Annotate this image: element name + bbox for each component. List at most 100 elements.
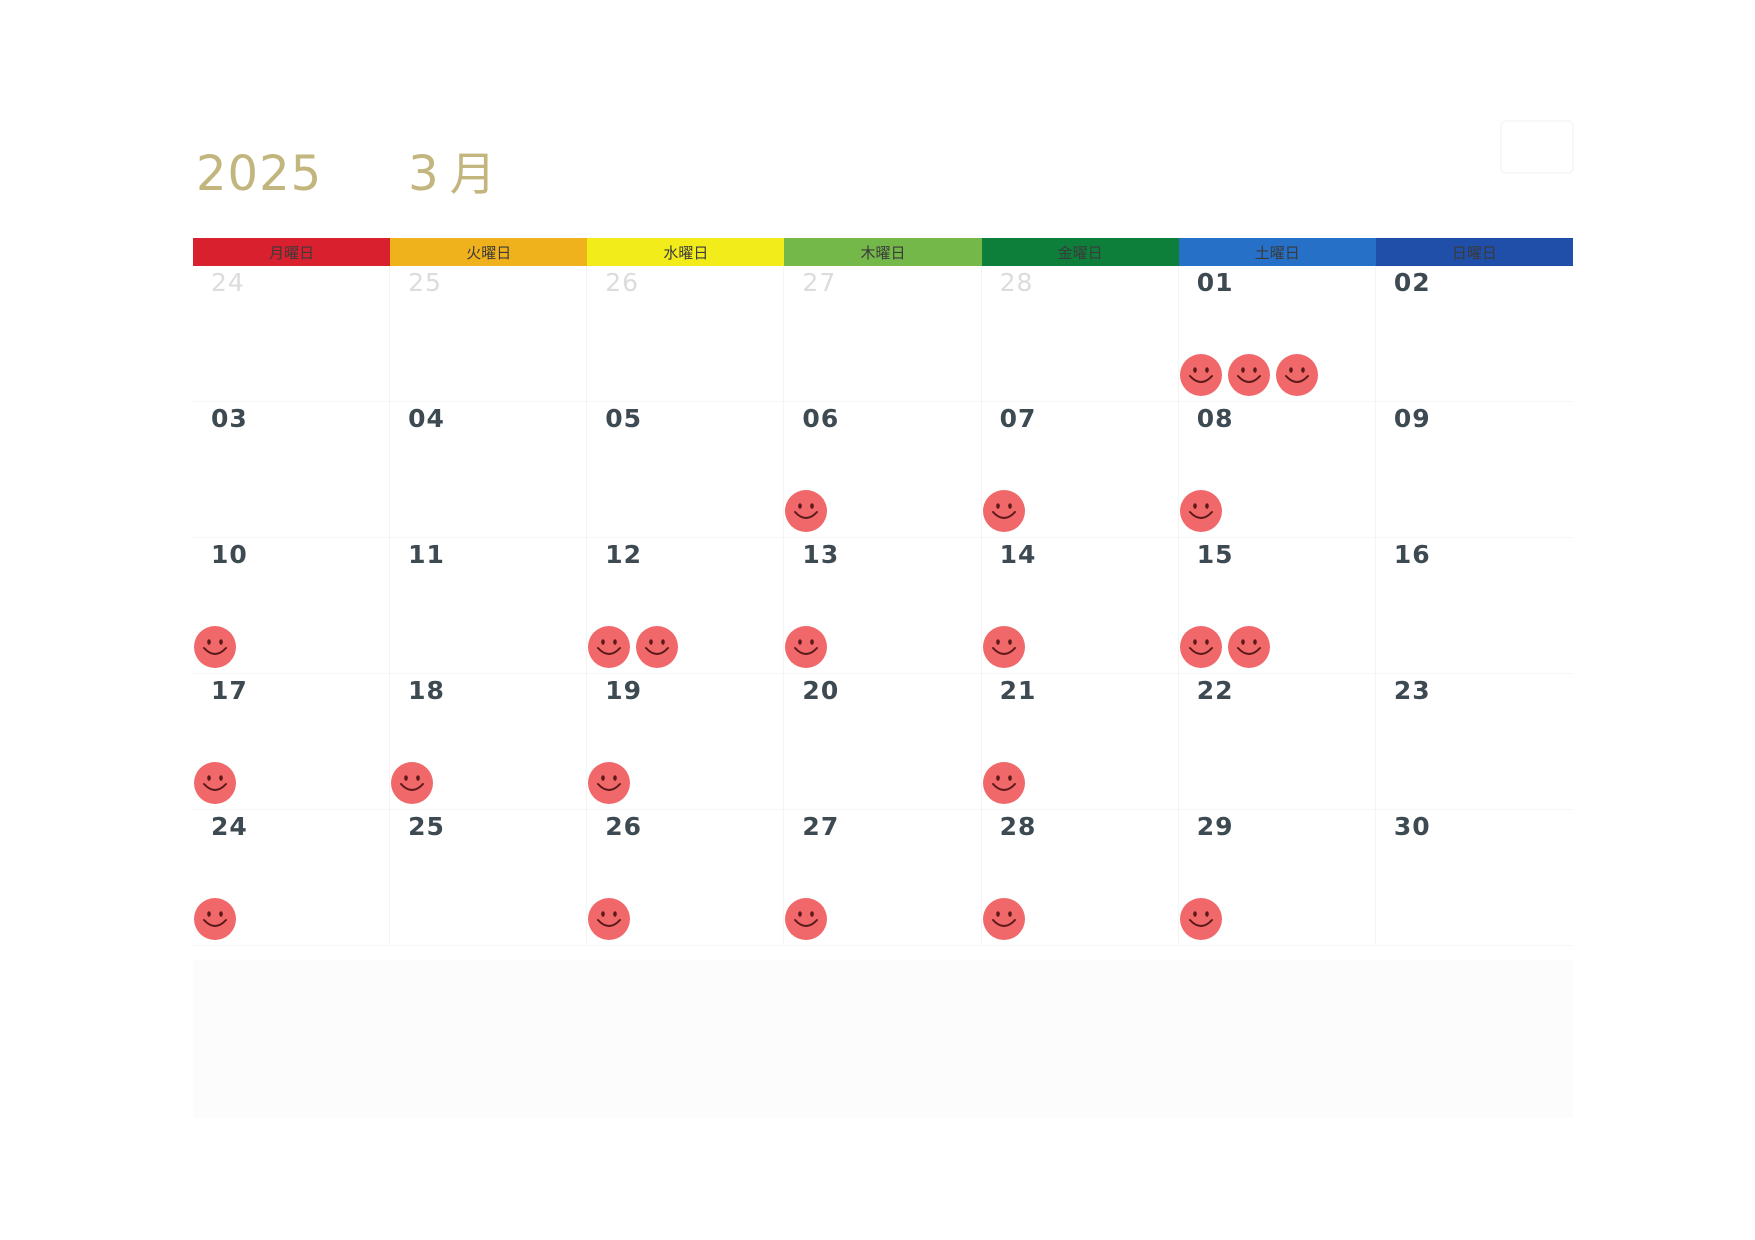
weekday-header: 土曜日 — [1178, 238, 1376, 266]
calendar-day-cell[interactable]: 30 — [1375, 810, 1573, 946]
sticker-group — [982, 625, 1026, 669]
calendar-day-cell[interactable]: 16 — [1375, 538, 1573, 674]
day-number: 13 — [802, 540, 840, 569]
day-number: 26 — [605, 812, 643, 841]
day-number: 22 — [1196, 676, 1234, 705]
smiley-sticker-icon — [636, 626, 679, 668]
day-number: 05 — [605, 404, 643, 433]
calendar-day-cell[interactable]: 09 — [1375, 402, 1573, 538]
calendar-day-cell[interactable]: 14 — [981, 538, 1179, 674]
sticker-group — [784, 489, 828, 533]
calendar-day-cell[interactable]: 15 — [1178, 538, 1376, 674]
calendar-day-cell[interactable]: 27 — [784, 810, 982, 946]
day-number: 18 — [408, 676, 445, 705]
sticker-group — [784, 897, 828, 941]
calendar-day-cell[interactable]: 28 — [981, 810, 1179, 946]
smiley-sticker-icon — [1227, 626, 1270, 668]
calendar-day-cell[interactable]: 06 — [784, 402, 982, 538]
sticker-group — [390, 761, 434, 805]
calendar-day-cell[interactable]: 01 — [1178, 266, 1376, 402]
smiley-sticker-icon — [785, 626, 828, 668]
smiley-sticker-icon — [1179, 626, 1222, 668]
day-number: 19 — [605, 676, 643, 705]
day-number: 27 — [802, 268, 837, 297]
calendar-day-cell[interactable]: 19 — [587, 674, 785, 810]
smiley-sticker-icon — [982, 490, 1025, 532]
calendar-day-cell[interactable]: 23 — [1375, 674, 1573, 810]
calendar-day-cell[interactable]: 13 — [784, 538, 982, 674]
calendar-day-cell[interactable]: 08 — [1178, 402, 1376, 538]
calendar-day-cell[interactable]: 18 — [390, 674, 588, 810]
calendar-day-cell[interactable]: 05 — [587, 402, 785, 538]
day-number: 28 — [999, 812, 1037, 841]
calendar-day-cell[interactable]: 26 — [587, 810, 785, 946]
weekday-header: 木曜日 — [784, 238, 982, 266]
calendar-day-cell[interactable]: 24 — [193, 266, 391, 402]
calendar-day-cell[interactable]: 24 — [193, 810, 391, 946]
day-number: 12 — [605, 540, 643, 569]
day-number: 01 — [1196, 268, 1234, 297]
sticker-group — [193, 761, 237, 805]
calendar-day-cell[interactable]: 17 — [193, 674, 391, 810]
day-number: 29 — [1196, 812, 1234, 841]
day-number: 09 — [1393, 404, 1431, 433]
day-number: 21 — [999, 676, 1037, 705]
smiley-sticker-icon — [982, 898, 1025, 940]
calendar-day-cell[interactable]: 21 — [981, 674, 1179, 810]
calendar-day-cell[interactable]: 12 — [587, 538, 785, 674]
calendar-day-cell[interactable]: 20 — [784, 674, 982, 810]
calendar-day-cell[interactable]: 22 — [1178, 674, 1376, 810]
calendar-day-cell[interactable]: 03 — [193, 402, 391, 538]
smiley-sticker-icon — [194, 898, 236, 940]
sticker-group — [587, 897, 631, 941]
calendar-day-cell[interactable]: 26 — [587, 266, 785, 402]
smiley-sticker-icon — [1179, 898, 1222, 940]
smiley-sticker-icon — [982, 762, 1025, 804]
day-number: 25 — [408, 268, 442, 297]
sticker-group — [982, 489, 1026, 533]
weekday-header: 火曜日 — [390, 238, 588, 266]
day-number: 03 — [211, 404, 248, 433]
weekday-header: 日曜日 — [1375, 238, 1573, 266]
sticker-group — [587, 625, 679, 669]
day-number: 23 — [1393, 676, 1431, 705]
weekday-header: 水曜日 — [587, 238, 785, 266]
day-number: 26 — [605, 268, 640, 297]
day-number: 06 — [802, 404, 840, 433]
sticker-group — [1179, 625, 1271, 669]
day-number: 24 — [211, 268, 245, 297]
calendar-day-cell[interactable]: 10 — [193, 538, 391, 674]
calendar-day-cell[interactable]: 02 — [1375, 266, 1573, 402]
calendar-day-cell[interactable]: 04 — [390, 402, 588, 538]
day-number: 28 — [999, 268, 1034, 297]
calendar-day-cell[interactable]: 25 — [390, 266, 588, 402]
weekday-header: 月曜日 — [193, 238, 391, 266]
day-number: 25 — [408, 812, 445, 841]
calendar-day-cell[interactable]: 25 — [390, 810, 588, 946]
smiley-sticker-icon — [785, 490, 828, 532]
day-number: 04 — [408, 404, 445, 433]
calendar-day-cell[interactable]: 07 — [981, 402, 1179, 538]
day-number: 10 — [211, 540, 248, 569]
day-number: 15 — [1196, 540, 1234, 569]
day-number: 11 — [408, 540, 445, 569]
day-number: 16 — [1393, 540, 1431, 569]
day-number: 30 — [1393, 812, 1431, 841]
year-label: 2025 — [196, 146, 323, 202]
sticker-group — [784, 625, 828, 669]
calendar-day-cell[interactable]: 11 — [390, 538, 588, 674]
sticker-group — [587, 761, 631, 805]
month-unit: 月 — [449, 147, 497, 201]
sticker-group — [1179, 897, 1223, 941]
sticker-group — [1179, 353, 1319, 397]
smiley-sticker-icon — [588, 762, 631, 804]
day-number: 17 — [211, 676, 248, 705]
calendar-day-cell[interactable]: 27 — [784, 266, 982, 402]
calendar-day-cell[interactable]: 29 — [1178, 810, 1376, 946]
smiley-sticker-icon — [194, 626, 236, 668]
day-number: 24 — [211, 812, 248, 841]
smiley-sticker-icon — [1179, 490, 1222, 532]
smiley-sticker-icon — [588, 626, 631, 668]
calendar-day-cell[interactable]: 28 — [981, 266, 1179, 402]
month-number: 3 — [408, 146, 440, 202]
